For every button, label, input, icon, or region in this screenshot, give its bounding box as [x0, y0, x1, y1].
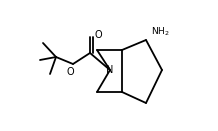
- Text: O: O: [94, 30, 102, 40]
- Text: O: O: [66, 67, 74, 77]
- Text: N: N: [106, 65, 114, 75]
- Text: NH$_2$: NH$_2$: [151, 26, 170, 38]
